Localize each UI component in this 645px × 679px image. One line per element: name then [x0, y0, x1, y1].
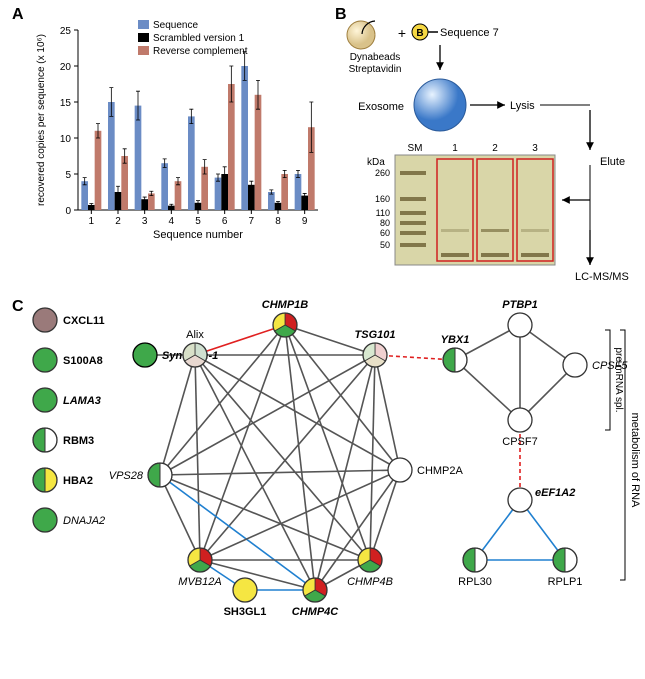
- svg-text:PTBP1: PTBP1: [502, 299, 537, 311]
- svg-text:LAMA3: LAMA3: [63, 395, 101, 407]
- svg-text:CHMP4C: CHMP4C: [292, 606, 340, 618]
- svg-text:CHMP4B: CHMP4B: [347, 576, 393, 588]
- svg-text:CHMP1B: CHMP1B: [262, 299, 309, 311]
- svg-text:MVB12A: MVB12A: [178, 576, 221, 588]
- svg-text:eEF1A2: eEF1A2: [535, 487, 575, 499]
- svg-text:TSG101: TSG101: [355, 329, 396, 341]
- svg-text:HBA2: HBA2: [63, 475, 93, 487]
- svg-text:CHMP2A: CHMP2A: [417, 465, 464, 477]
- network-diagram: CXCL11S100A8LAMA3RBM3HBA2DNAJA2Syntenin-…: [0, 0, 645, 674]
- svg-text:CPSF7: CPSF7: [502, 436, 537, 448]
- panel-c: CXCL11S100A8LAMA3RBM3HBA2DNAJA2Syntenin-…: [0, 0, 645, 674]
- svg-text:DNAJA2: DNAJA2: [63, 515, 105, 527]
- svg-text:SH3GL1: SH3GL1: [224, 606, 267, 618]
- svg-text:VPS28: VPS28: [109, 470, 144, 482]
- svg-text:RBM3: RBM3: [63, 435, 94, 447]
- svg-text:RPLP1: RPLP1: [548, 576, 583, 588]
- svg-text:RPL30: RPL30: [458, 576, 492, 588]
- svg-text:S100A8: S100A8: [63, 355, 103, 367]
- svg-text:metabolism of RNA: metabolism of RNA: [629, 413, 641, 508]
- svg-text:pre-mRNA spl.: pre-mRNA spl.: [613, 347, 624, 412]
- svg-text:CXCL11: CXCL11: [63, 315, 105, 327]
- svg-text:YBX1: YBX1: [441, 334, 470, 346]
- svg-text:Alix: Alix: [186, 329, 204, 341]
